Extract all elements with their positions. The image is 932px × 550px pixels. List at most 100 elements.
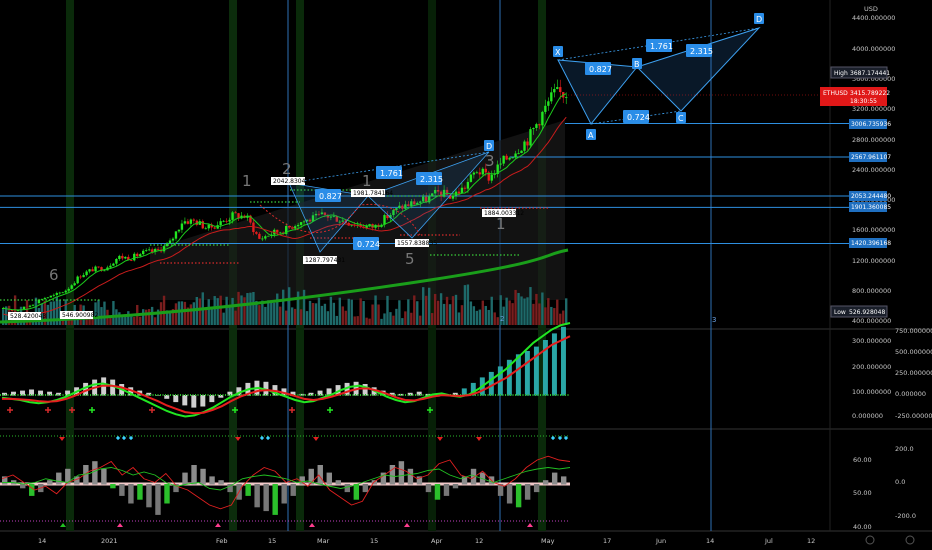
rsi-histogram-bar: [56, 472, 62, 485]
rsi-left-tick: 60.00: [853, 456, 872, 464]
candle-body: [523, 141, 526, 151]
log-scale-icon[interactable]: [905, 535, 915, 545]
candle-body: [258, 233, 261, 239]
macd-histogram-bar: [542, 340, 548, 396]
macd-histogram-bar: [173, 395, 179, 403]
rsi-panel[interactable]: [0, 435, 571, 527]
pattern-point-b[interactable]: B: [632, 58, 642, 69]
macd-histogram-bar: [416, 391, 422, 396]
candle-body: [210, 224, 213, 228]
ratio-badge[interactable]: 0.827: [315, 189, 342, 202]
pattern-point-d[interactable]: D: [484, 140, 494, 151]
candle-body: [502, 155, 505, 164]
rsi-histogram-bar: [245, 484, 251, 496]
ratio-badge[interactable]: 0.827: [585, 62, 612, 75]
volume-bar: [213, 296, 216, 325]
current-price-badge[interactable]: ETHUSD 3415.789222 18:30:55: [820, 87, 890, 106]
volume-bar: [204, 308, 207, 325]
macd-histogram-bar: [146, 392, 152, 396]
volume-bar: [2, 309, 5, 325]
ratio-badge[interactable]: 2.315: [686, 44, 713, 57]
low-badge[interactable]: Low 526.928048: [830, 305, 888, 318]
volume-bar: [130, 316, 133, 325]
candle-body: [332, 216, 336, 218]
high-badge[interactable]: High 3687.174441: [830, 66, 890, 79]
price-label: 546.900982: [60, 311, 98, 319]
time-tick: Mar: [317, 537, 330, 545]
volume-bar: [240, 295, 243, 325]
svg-text:546.900982: 546.900982: [62, 312, 98, 319]
pattern-point-c[interactable]: C: [676, 112, 686, 123]
candle-body: [383, 215, 386, 225]
macd-panel[interactable]: [0, 322, 571, 418]
candle-body: [43, 298, 47, 300]
time-tick: 15: [268, 537, 276, 545]
candle-body: [302, 221, 306, 223]
macd-axis[interactable]: 300.000000 200.000000 100.000000 0.00000…: [852, 327, 932, 420]
scale-toggle-icons[interactable]: [865, 535, 915, 545]
rsi-histogram-bar: [317, 465, 323, 485]
candle-body: [290, 227, 294, 229]
volume-bar: [290, 307, 294, 325]
volume-bar: [252, 292, 255, 325]
auto-scale-icon[interactable]: [865, 535, 875, 545]
ratio-badge[interactable]: 1.761: [376, 166, 403, 179]
candle-body: [204, 228, 207, 230]
volume-bar: [121, 316, 124, 325]
volume-bar: [427, 287, 431, 325]
candle-body: [195, 220, 199, 225]
level-badge[interactable]: 2567.961107: [849, 152, 891, 162]
ratio-badge[interactable]: 2.315: [416, 172, 443, 185]
rsi-histogram-bar: [110, 484, 116, 489]
volume-bar: [338, 297, 341, 325]
volume-bar: [529, 287, 532, 325]
candle-body: [156, 249, 160, 250]
pattern-point-a[interactable]: A: [586, 129, 596, 140]
candle-body: [249, 215, 252, 223]
candle-body: [445, 189, 449, 195]
candle-body: [323, 212, 327, 215]
candle-body: [165, 243, 169, 247]
volume-bar: [118, 312, 121, 325]
rsi-axis[interactable]: 60.00 50.00 40.00 200.0 0.0 -200.0: [853, 445, 916, 531]
macd-histogram-bar: [29, 389, 35, 396]
rsi-histogram-bar: [182, 472, 188, 485]
candle-body: [532, 128, 535, 130]
level-badge[interactable]: 1901.360085: [849, 202, 891, 212]
level-badge[interactable]: 1420.396168: [849, 238, 891, 248]
ratio-badge[interactable]: 1.761: [646, 39, 673, 52]
ratio-badge[interactable]: 0.724: [623, 110, 650, 123]
volume-bar: [311, 303, 315, 325]
pattern-point-x[interactable]: X: [553, 46, 563, 57]
volume-bar: [404, 311, 407, 325]
candle-body: [544, 105, 547, 112]
price-axis-currency: USD: [864, 5, 878, 13]
harmonic-pattern-large[interactable]: X A B C D 0.827 1.761 2.315 0.724: [553, 13, 764, 140]
low-badge-label: Low: [834, 309, 846, 316]
harmonic-pattern-small[interactable]: D 0.827 1.761 2.315 0.724: [315, 140, 494, 250]
level-badge[interactable]: 3006.735936: [849, 119, 891, 129]
candle-body: [177, 229, 181, 232]
time-axis[interactable]: 14 2021 Feb 15 Mar 15 Apr 12 May 17 Jun …: [38, 537, 815, 545]
ma-long: [0, 248, 569, 324]
level-badges[interactable]: High 3687.174441 ETHUSD 3415.789222 18:3…: [820, 66, 891, 318]
rsi-diamond: [563, 435, 569, 441]
candle-body: [308, 219, 312, 222]
volume-bar: [365, 317, 368, 325]
volume-bar: [419, 315, 422, 325]
volume-bar: [142, 309, 145, 325]
candle-body: [94, 266, 97, 272]
volume-bar: [144, 309, 148, 325]
level-badge[interactable]: 2053.244480: [849, 191, 891, 201]
rsi-histogram-bar: [47, 480, 53, 485]
volume-bar: [356, 316, 359, 325]
volume-bar: [463, 285, 467, 325]
pattern-point-d[interactable]: D: [754, 13, 764, 24]
candle-body: [109, 265, 112, 268]
rsi-histogram-bar: [299, 476, 305, 485]
volume-bar: [469, 301, 473, 325]
candle-body: [279, 232, 282, 234]
volume-bar: [326, 311, 330, 325]
ratio-badge[interactable]: 0.724: [353, 237, 380, 250]
